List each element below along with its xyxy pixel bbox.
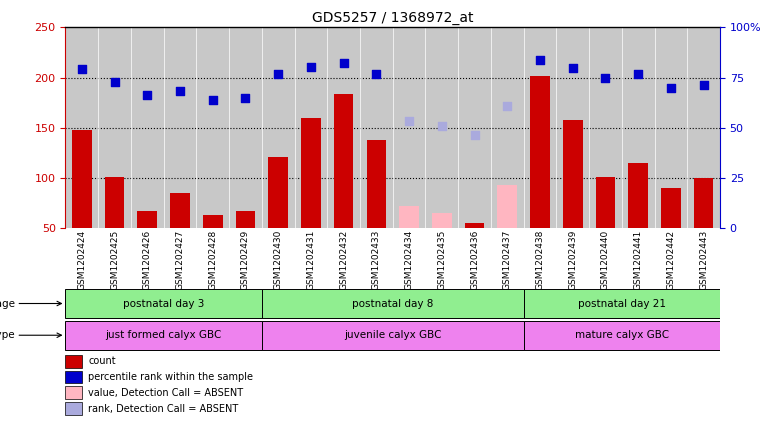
Point bbox=[305, 63, 317, 70]
Bar bbox=[65, 289, 262, 318]
Bar bbox=[563, 120, 582, 228]
Text: postnatal day 8: postnatal day 8 bbox=[352, 299, 434, 308]
Point bbox=[206, 96, 219, 103]
Text: just formed calyx GBC: just formed calyx GBC bbox=[105, 330, 222, 340]
Text: juvenile calyx GBC: juvenile calyx GBC bbox=[344, 330, 441, 340]
Bar bbox=[170, 193, 189, 228]
Bar bbox=[262, 289, 524, 318]
Text: postnatal day 3: postnatal day 3 bbox=[123, 299, 204, 308]
Bar bbox=[628, 163, 648, 228]
Point bbox=[567, 64, 579, 71]
Point bbox=[141, 91, 153, 98]
Text: value, Detection Call = ABSENT: value, Detection Call = ABSENT bbox=[89, 388, 243, 398]
Bar bbox=[524, 321, 720, 350]
Bar bbox=[268, 157, 288, 228]
Bar bbox=[236, 212, 255, 228]
Point bbox=[599, 74, 611, 81]
Bar bbox=[262, 321, 524, 350]
Bar bbox=[65, 402, 82, 415]
Bar bbox=[65, 371, 82, 383]
Point bbox=[436, 123, 448, 129]
Bar bbox=[464, 223, 484, 228]
Bar bbox=[105, 177, 124, 228]
Bar bbox=[72, 130, 92, 228]
Text: development stage: development stage bbox=[0, 299, 15, 308]
Point bbox=[468, 132, 480, 138]
Text: count: count bbox=[89, 356, 116, 366]
Bar bbox=[432, 213, 451, 228]
Bar bbox=[530, 76, 550, 228]
Bar bbox=[65, 354, 82, 368]
Bar bbox=[203, 215, 223, 228]
Point bbox=[403, 118, 415, 124]
Point bbox=[337, 59, 350, 66]
Bar bbox=[65, 386, 82, 399]
Bar bbox=[399, 206, 419, 228]
Point bbox=[534, 56, 546, 63]
Bar bbox=[661, 188, 681, 228]
Bar bbox=[301, 118, 320, 228]
Bar bbox=[137, 212, 157, 228]
Point bbox=[239, 94, 252, 101]
Bar bbox=[333, 94, 353, 228]
Bar bbox=[65, 321, 262, 350]
Point bbox=[698, 81, 710, 88]
Bar bbox=[694, 178, 713, 228]
Point bbox=[665, 85, 677, 91]
Point bbox=[75, 65, 88, 72]
Text: percentile rank within the sample: percentile rank within the sample bbox=[89, 372, 253, 382]
Point bbox=[501, 102, 514, 109]
Text: mature calyx GBC: mature calyx GBC bbox=[574, 330, 669, 340]
Bar bbox=[524, 289, 720, 318]
Point bbox=[272, 70, 284, 77]
Text: postnatal day 21: postnatal day 21 bbox=[578, 299, 666, 308]
Title: GDS5257 / 1368972_at: GDS5257 / 1368972_at bbox=[312, 11, 474, 25]
Text: rank, Detection Call = ABSENT: rank, Detection Call = ABSENT bbox=[89, 404, 239, 414]
Bar bbox=[367, 140, 386, 228]
Bar bbox=[595, 177, 615, 228]
Text: cell type: cell type bbox=[0, 330, 15, 340]
Bar bbox=[497, 185, 517, 228]
Point bbox=[109, 78, 121, 85]
Point bbox=[174, 88, 186, 94]
Point bbox=[370, 70, 383, 77]
Point bbox=[632, 70, 644, 77]
